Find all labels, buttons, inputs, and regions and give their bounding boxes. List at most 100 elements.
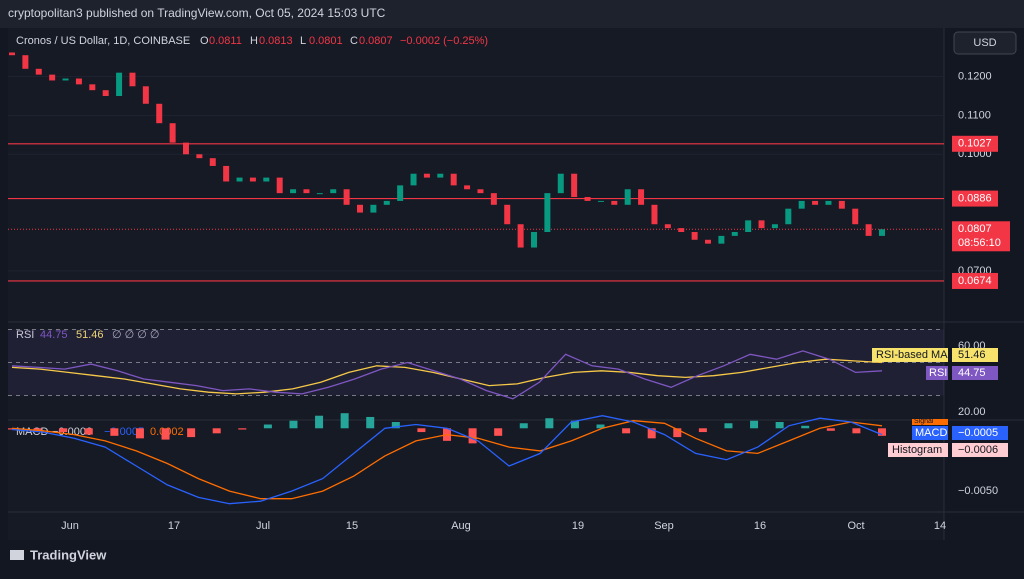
candle xyxy=(531,232,537,248)
histogram-bar xyxy=(878,428,886,436)
level-tag xyxy=(952,272,998,289)
candle xyxy=(852,208,859,225)
logo xyxy=(10,550,24,560)
candle xyxy=(771,224,778,229)
histogram-bar xyxy=(315,415,324,429)
level-label: 0.0886 xyxy=(958,192,992,204)
candle xyxy=(664,224,671,229)
rsi-ma-value: 51.46 xyxy=(76,329,104,341)
candle xyxy=(397,185,404,201)
candle xyxy=(9,52,15,56)
level-label: 0.1027 xyxy=(958,138,992,150)
rsi-extras: ∅ ∅ ∅ ∅ xyxy=(112,329,160,341)
tag xyxy=(912,419,948,425)
candle xyxy=(718,235,725,244)
candle xyxy=(35,68,42,75)
ohlc-key: C xyxy=(350,35,358,47)
macd-axis-label: −0.0050 xyxy=(958,485,998,497)
ohlc-value: 0.0807 xyxy=(359,35,393,47)
rsi-ma-tag-value: 51.46 xyxy=(958,349,986,361)
countdown: 08:56:10 xyxy=(958,237,1001,249)
candle xyxy=(209,158,216,166)
tag xyxy=(952,426,1008,440)
level-label: 0.0674 xyxy=(958,275,992,287)
candle xyxy=(450,173,457,186)
histogram-bar xyxy=(340,413,349,429)
candle xyxy=(758,220,765,229)
candle xyxy=(290,189,297,194)
last-tag xyxy=(952,221,1010,252)
rsi-tag: RSI xyxy=(929,367,947,379)
tag xyxy=(872,348,948,362)
last-label: 0.0807 xyxy=(958,223,992,235)
candle xyxy=(691,232,698,240)
hist-tag-value: −0.0006 xyxy=(958,444,998,456)
candle xyxy=(169,123,176,143)
candle xyxy=(825,200,832,205)
publisher: cryptopolitan3 published on TradingView.… xyxy=(8,6,386,20)
candle xyxy=(517,224,524,248)
histogram-bar xyxy=(187,428,196,438)
candle xyxy=(89,84,96,91)
histogram-bar xyxy=(33,428,42,431)
candle xyxy=(557,173,564,194)
candle xyxy=(812,200,819,205)
x-tick-label: 14 xyxy=(934,520,946,532)
x-tick-label: 16 xyxy=(754,520,766,532)
currency[interactable]: USD xyxy=(973,37,996,49)
candle xyxy=(745,220,752,232)
candle xyxy=(879,229,885,236)
x-tick-label: 17 xyxy=(168,520,180,532)
level-tag xyxy=(952,135,998,152)
rsi-line xyxy=(11,350,883,400)
candle xyxy=(62,78,69,81)
macd-tag: MACD xyxy=(915,427,947,439)
histogram-bar xyxy=(519,423,528,429)
candle xyxy=(597,200,604,202)
rsi-tag-value: 44.75 xyxy=(958,367,986,379)
ohlc-value: 0.0813 xyxy=(259,35,293,47)
tag xyxy=(912,426,948,440)
candle xyxy=(236,177,243,182)
candle xyxy=(142,86,149,104)
histogram-bar xyxy=(289,420,298,429)
signal-tag: Signal xyxy=(914,418,934,425)
level-tag xyxy=(952,190,998,207)
histogram-bar xyxy=(852,428,861,434)
histogram-bar xyxy=(110,428,119,436)
histogram-bar xyxy=(391,422,400,429)
histogram-bar xyxy=(59,428,68,433)
candle xyxy=(731,232,738,236)
histogram-bar xyxy=(698,428,707,433)
candle xyxy=(316,193,323,195)
y-tick-label: 0.1200 xyxy=(958,70,992,82)
candle xyxy=(865,224,872,236)
histogram-bar xyxy=(161,428,170,440)
rsi-title: RSI xyxy=(16,329,34,341)
histogram-bar xyxy=(238,428,247,430)
brand: TradingView xyxy=(30,547,107,562)
candle xyxy=(624,189,631,205)
ohlc-key: L xyxy=(300,35,306,47)
x-tick-label: Aug xyxy=(451,520,471,532)
footer: TradingView xyxy=(10,547,107,562)
change: −0.0002 (−0.25%) xyxy=(400,35,488,47)
histogram-bar xyxy=(673,428,682,438)
ohlc-value: 0.0801 xyxy=(309,35,343,47)
rsi-ma-tag: RSI-based MA xyxy=(876,349,948,361)
candle xyxy=(410,173,417,186)
histogram-bar xyxy=(84,428,93,435)
currency-button[interactable] xyxy=(953,31,1017,55)
candle xyxy=(357,204,363,213)
histogram-bar xyxy=(724,423,733,429)
y-tick-label: 0.1100 xyxy=(958,109,991,121)
ohlc-value: 0.0811 xyxy=(209,35,242,47)
histogram-bar xyxy=(212,428,221,434)
tag xyxy=(952,366,998,380)
rsi-ma-line xyxy=(11,358,883,395)
symbol: Cronos / US Dollar, 1D, COINBASE xyxy=(16,35,190,47)
candle xyxy=(504,204,511,225)
candle xyxy=(370,204,377,213)
x-tick-label: Sep xyxy=(654,520,674,532)
candle xyxy=(544,193,551,232)
